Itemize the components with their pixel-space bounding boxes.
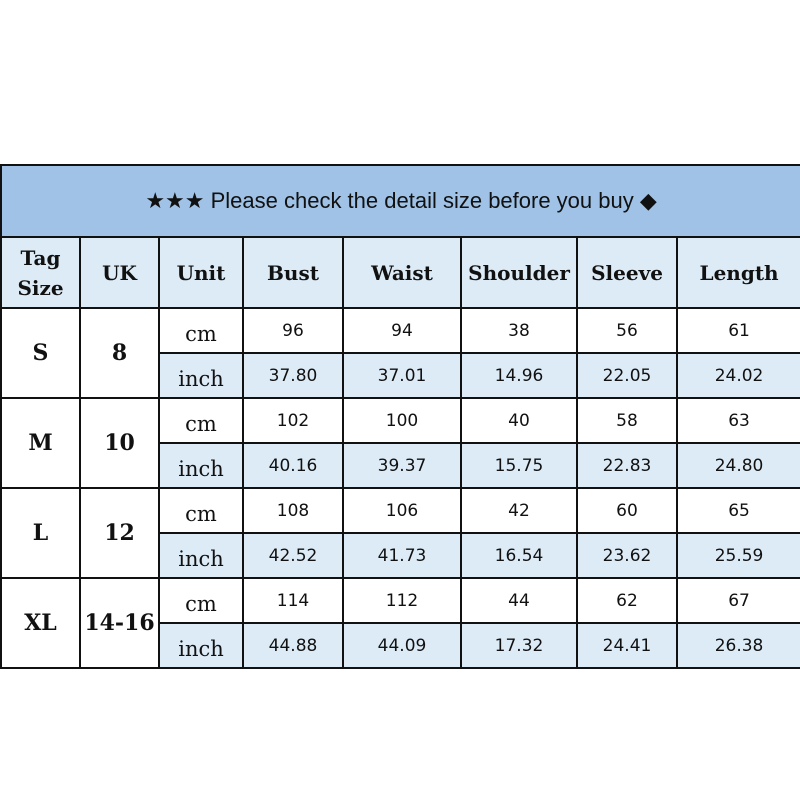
value-cell: 106 <box>342 487 462 534</box>
value-cell: 94 <box>342 307 462 354</box>
value-cell: 63 <box>675 397 800 444</box>
tag-size-cell: M <box>0 397 81 489</box>
table-row-s-cm: S 8 cm 96 94 38 56 61 <box>0 307 800 399</box>
value-cell: 61 <box>675 307 800 354</box>
value-cell: 23.62 <box>576 532 678 579</box>
value-cell: 16.54 <box>460 532 578 579</box>
value-cell: 60 <box>576 487 678 534</box>
header-shoulder: Shoulder <box>460 236 578 309</box>
value-cell: 44.88 <box>242 622 344 669</box>
table-title: ★★★ Please check the detail size before … <box>0 164 800 238</box>
header-bust: Bust <box>242 236 344 309</box>
unit-cell: inch <box>158 622 244 669</box>
table-row-m-inch: inch 40.16 39.37 15.75 22.83 24.80 <box>1 442 800 489</box>
value-cell: 38 <box>460 307 578 354</box>
value-cell: 112 <box>342 577 462 624</box>
table-row-l-inch: inch 42.52 41.73 16.54 23.62 25.59 <box>1 532 800 579</box>
value-cell: 65 <box>675 487 800 534</box>
value-cell: 102 <box>242 397 344 444</box>
value-cell: 39.37 <box>342 442 462 489</box>
value-cell: 44 <box>460 577 578 624</box>
header-unit: Unit <box>158 236 244 309</box>
value-cell: 25.59 <box>675 532 800 579</box>
value-cell: 114 <box>242 577 344 624</box>
uk-size-cell: 8 <box>79 307 160 399</box>
table-row-m-cm: M 10 cm 102 100 40 58 63 <box>0 397 800 489</box>
value-cell: 44.09 <box>342 622 462 669</box>
uk-size-cell: 12 <box>79 487 160 579</box>
tag-size-cell: L <box>0 487 81 579</box>
value-cell: 24.80 <box>675 442 800 489</box>
value-cell: 42 <box>460 487 578 534</box>
header-uk: UK <box>79 236 160 309</box>
unit-cell: inch <box>158 352 244 399</box>
value-cell: 24.41 <box>576 622 678 669</box>
table-row-s-inch: inch 37.80 37.01 14.96 22.05 24.02 <box>1 352 800 399</box>
unit-cell: cm <box>158 577 244 624</box>
unit-cell: cm <box>158 307 244 354</box>
header-tag-size: Tag Size <box>0 236 81 309</box>
value-cell: 40 <box>460 397 578 444</box>
unit-cell: inch <box>158 532 244 579</box>
value-cell: 37.80 <box>242 352 344 399</box>
size-chart-table: ★★★ Please check the detail size before … <box>0 164 800 669</box>
tag-size-cell: S <box>0 307 81 399</box>
value-cell: 41.73 <box>342 532 462 579</box>
table-row-l-cm: L 12 cm 108 106 42 60 65 <box>0 487 800 579</box>
value-cell: 62 <box>576 577 678 624</box>
value-cell: 22.83 <box>576 442 678 489</box>
header-sleeve: Sleeve <box>576 236 678 309</box>
tag-size-cell: XL <box>0 577 81 669</box>
uk-size-cell: 10 <box>79 397 160 489</box>
value-cell: 14.96 <box>460 352 578 399</box>
value-cell: 108 <box>242 487 344 534</box>
value-cell: 58 <box>576 397 678 444</box>
unit-cell: inch <box>158 442 244 489</box>
header-waist: Waist <box>342 236 462 309</box>
table-row-xl-cm: XL 14-16 cm 114 112 44 62 67 <box>0 577 800 669</box>
unit-cell: cm <box>158 397 244 444</box>
value-cell: 24.02 <box>675 352 800 399</box>
value-cell: 22.05 <box>576 352 678 399</box>
value-cell: 40.16 <box>242 442 344 489</box>
value-cell: 96 <box>242 307 344 354</box>
value-cell: 15.75 <box>460 442 578 489</box>
value-cell: 42.52 <box>242 532 344 579</box>
header-length: Length <box>675 236 800 309</box>
value-cell: 37.01 <box>342 352 462 399</box>
value-cell: 26.38 <box>675 622 800 669</box>
header-row: Tag Size UK Unit Bust Waist Shoulder Sle… <box>0 236 800 309</box>
value-cell: 56 <box>576 307 678 354</box>
value-cell: 67 <box>675 577 800 624</box>
table-row-xl-inch: inch 44.88 44.09 17.32 24.41 26.38 <box>1 622 800 669</box>
value-cell: 17.32 <box>460 622 578 669</box>
value-cell: 100 <box>342 397 462 444</box>
uk-size-cell: 14-16 <box>79 577 160 669</box>
unit-cell: cm <box>158 487 244 534</box>
